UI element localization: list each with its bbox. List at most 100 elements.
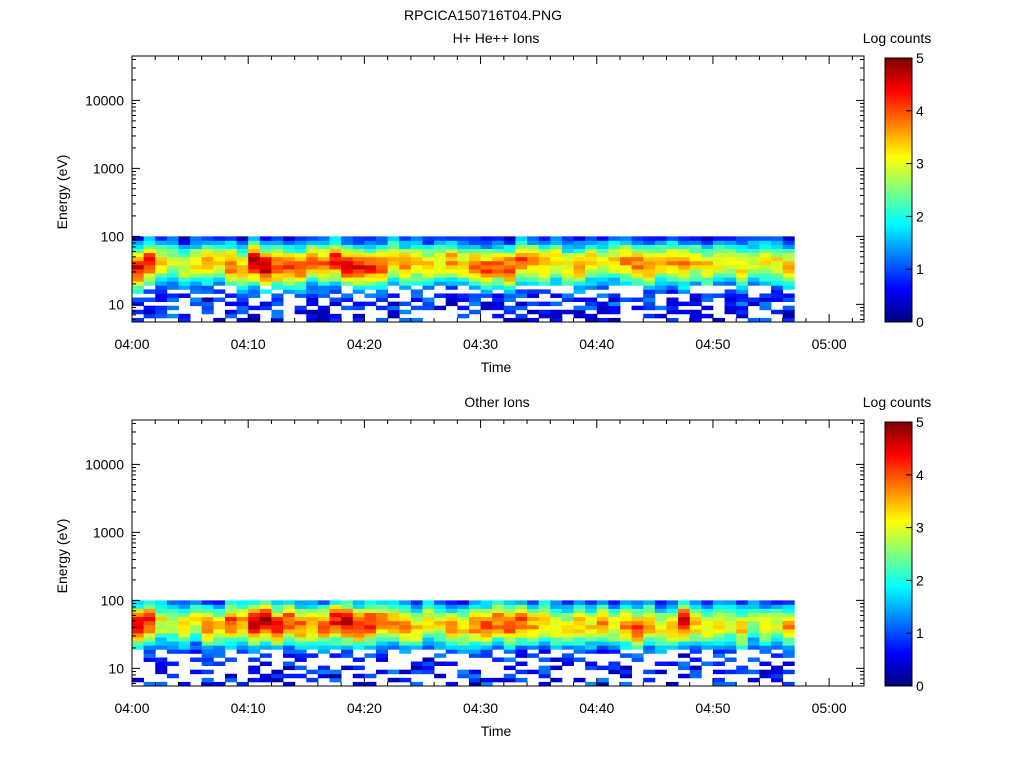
- heatmap-cell: [132, 236, 145, 241]
- heatmap-cell: [503, 289, 516, 294]
- heatmap-cell: [515, 236, 528, 241]
- colorbar-tick-label: 4: [916, 103, 924, 119]
- heatmap-cell: [190, 297, 203, 303]
- heatmap-cell: [771, 256, 784, 262]
- heatmap-cell: [271, 281, 284, 286]
- heatmap-cell: [213, 248, 226, 254]
- heatmap-cell: [283, 624, 296, 630]
- heatmap-cell: [712, 608, 725, 613]
- heatmap-cell: [236, 301, 249, 307]
- heatmap-cell: [585, 268, 598, 274]
- heatmap-cell: [561, 628, 574, 634]
- heatmap-cell: [747, 669, 760, 675]
- heatmap-cell: [399, 248, 412, 254]
- heatmap-cell: [654, 649, 667, 654]
- heatmap-cell: [596, 317, 609, 323]
- heatmap-cell: [492, 608, 505, 613]
- heatmap-cell: [468, 281, 481, 286]
- heatmap-cell: [596, 240, 609, 245]
- heatmap-cell: [422, 240, 435, 245]
- heatmap-cell: [747, 252, 760, 258]
- heatmap-cell: [376, 305, 389, 311]
- heatmap-cell: [550, 281, 563, 286]
- heatmap-cell: [341, 260, 354, 266]
- heatmap-cell: [550, 620, 563, 626]
- heatmap-cell: [561, 608, 574, 613]
- heatmap-cell: [701, 616, 714, 622]
- heatmap-cell: [701, 236, 714, 241]
- heatmap-cell: [503, 620, 516, 626]
- heatmap-cell: [387, 281, 400, 286]
- heatmap-cell: [178, 277, 191, 282]
- heatmap-cell: [585, 273, 598, 278]
- heatmap-cell: [515, 281, 528, 286]
- heatmap-cell: [654, 273, 667, 278]
- heatmap-cell: [213, 252, 226, 258]
- heatmap-cell: [492, 236, 505, 241]
- heatmap-cell: [410, 236, 423, 241]
- heatmap-cell: [201, 252, 214, 258]
- heatmap-cell: [294, 604, 307, 609]
- heatmap-cell: [248, 665, 261, 671]
- heatmap-cell: [515, 604, 528, 609]
- heatmap-cell: [689, 608, 702, 613]
- heatmap-cell: [596, 608, 609, 613]
- heatmap-cell: [364, 264, 377, 270]
- heatmap-cell: [666, 273, 679, 278]
- heatmap-cell: [376, 657, 389, 662]
- heatmap-cell: [434, 252, 447, 258]
- heatmap-cell: [166, 240, 179, 245]
- heatmap-cell: [387, 677, 400, 683]
- heatmap-cell: [434, 293, 447, 298]
- heatmap-cell: [515, 301, 528, 307]
- heatmap-cell: [492, 641, 505, 646]
- heatmap-cell: [538, 268, 551, 274]
- heatmap-cell: [271, 236, 284, 241]
- heatmap-cell: [666, 268, 679, 274]
- heatmap-cell: [434, 260, 447, 266]
- heatmap-cell: [317, 612, 330, 618]
- heatmap-cell: [561, 256, 574, 262]
- heatmap-cell: [689, 309, 702, 315]
- heatmap-cell: [399, 285, 412, 290]
- heatmap-cell: [457, 268, 470, 274]
- heatmap-cell: [283, 289, 296, 294]
- heatmap-cell: [480, 260, 493, 266]
- heatmap-cell: [445, 637, 458, 642]
- heatmap-cell: [503, 604, 516, 609]
- heatmap-cell: [724, 277, 737, 282]
- heatmap-cell: [317, 649, 330, 654]
- heatmap-cell: [399, 281, 412, 286]
- heatmap-cell: [771, 281, 784, 286]
- heatmap-cell: [201, 244, 214, 249]
- heatmap-cell: [143, 313, 156, 319]
- heatmap-cell: [736, 641, 749, 646]
- heatmap-cell: [399, 236, 412, 241]
- heatmap-cell: [666, 289, 679, 294]
- heatmap-cell: [759, 252, 772, 258]
- heatmap-cell: [306, 637, 319, 642]
- x-tick-label: 04:00: [114, 700, 149, 716]
- heatmap-cell: [434, 673, 447, 679]
- heatmap-cell: [410, 624, 423, 630]
- heatmap-cell: [201, 240, 214, 245]
- heatmap-cell: [306, 240, 319, 245]
- heatmap-cell: [585, 604, 598, 609]
- heatmap-cell: [248, 624, 261, 630]
- heatmap-cell: [457, 641, 470, 646]
- heatmap-cell: [771, 653, 784, 658]
- heatmap-cell: [782, 620, 795, 626]
- heatmap-cell: [166, 260, 179, 266]
- heatmap-cell: [689, 301, 702, 307]
- heatmap-cell: [782, 285, 795, 290]
- heatmap-cell: [399, 612, 412, 618]
- heatmap-cell: [201, 641, 214, 646]
- heatmap-cell: [329, 612, 342, 618]
- heatmap-cell: [608, 600, 621, 605]
- heatmap-cell: [434, 244, 447, 249]
- heatmap-cell: [689, 673, 702, 679]
- heatmap-cell: [143, 309, 156, 315]
- heatmap-cell: [771, 645, 784, 650]
- heatmap-cell: [712, 604, 725, 609]
- heatmap-cell: [608, 252, 621, 258]
